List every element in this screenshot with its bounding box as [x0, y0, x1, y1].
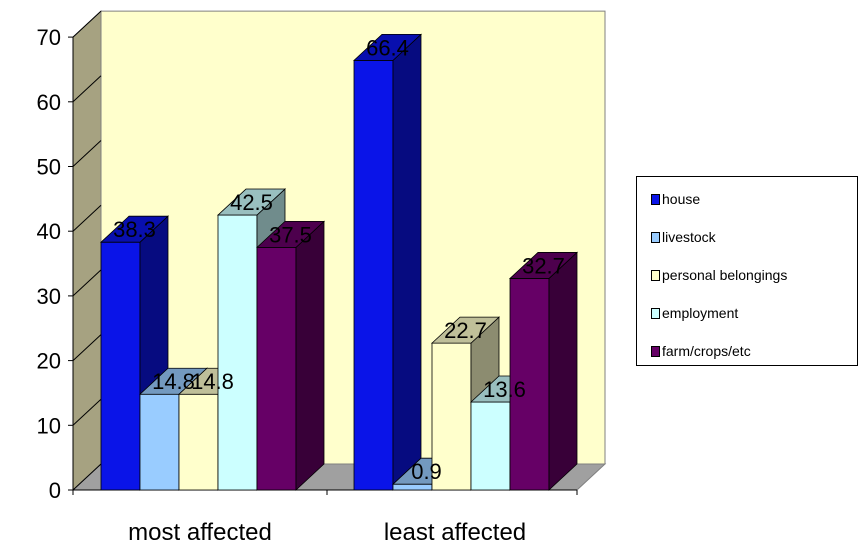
y-tick-depth	[72, 334, 102, 361]
data-label: 38.3	[113, 217, 156, 242]
legend-label: house	[662, 191, 701, 207]
side-wall	[72, 9, 102, 492]
y-tick-depth	[72, 269, 102, 297]
bar-side	[295, 220, 325, 491]
y-tick-depth	[72, 75, 102, 103]
y-tick-depth	[72, 10, 102, 38]
legend-swatch	[651, 231, 660, 243]
bar-top	[216, 188, 287, 216]
legend-label: farm/crops/etc	[662, 343, 751, 359]
bar-front	[139, 393, 180, 491]
y-tick-label: 10	[37, 413, 61, 438]
bar-top	[430, 316, 501, 344]
y-tick-label: 20	[37, 349, 61, 374]
bar-front	[217, 214, 258, 491]
y-tick-label: 60	[37, 90, 61, 115]
data-label: 32.7	[522, 253, 565, 278]
legend-item: livestock	[651, 227, 716, 247]
legend-swatch	[651, 345, 660, 357]
data-label: 22.7	[444, 318, 487, 343]
legend-item: employment	[651, 303, 738, 323]
y-tick-label: 50	[37, 155, 61, 180]
bar-front	[392, 483, 433, 491]
data-label: 37.5	[269, 222, 312, 247]
x-category-label: most affected	[128, 519, 272, 546]
legend-item: farm/crops/etc	[651, 341, 751, 361]
y-tick-label: 0	[49, 478, 61, 503]
data-label: 0.9	[411, 459, 442, 484]
bar-top	[352, 33, 423, 61]
bar-front	[470, 401, 511, 491]
x-category-label: least affected	[384, 519, 526, 546]
bar-side	[392, 33, 422, 491]
bar-front	[353, 59, 394, 491]
legend-item: house	[651, 189, 700, 209]
y-tick-depth	[72, 204, 102, 232]
data-label: 66.4	[366, 35, 409, 60]
bar-top	[255, 220, 326, 248]
legend-label: employment	[662, 305, 739, 321]
legend-swatch	[651, 269, 660, 281]
data-label: 14.8	[152, 369, 195, 394]
y-tick-label: 30	[37, 284, 61, 309]
y-tick-depth	[72, 140, 102, 167]
bar-front	[100, 241, 141, 491]
y-tick-label: 70	[37, 25, 61, 50]
legend-label: personal belongings	[662, 267, 788, 283]
y-tick-depth	[72, 398, 102, 426]
data-label: 42.5	[230, 190, 273, 215]
y-tick-depth	[72, 463, 102, 491]
y-tick-label: 40	[37, 219, 61, 244]
bar-front	[256, 246, 297, 491]
bar-front	[431, 342, 472, 491]
bar-front	[178, 393, 219, 491]
bar-top	[508, 252, 579, 279]
data-label: 14.8	[191, 369, 234, 394]
legend-label: livestock	[662, 229, 716, 245]
legend-swatch	[651, 193, 660, 205]
legend: house livestock personal belongings employm…	[636, 176, 858, 366]
bar-side	[548, 251, 578, 491]
legend-item: personal belongings	[651, 265, 787, 285]
legend-swatch	[651, 307, 660, 319]
data-label: 13.6	[483, 377, 526, 402]
bar-front	[509, 278, 550, 491]
bar-top	[99, 215, 170, 243]
